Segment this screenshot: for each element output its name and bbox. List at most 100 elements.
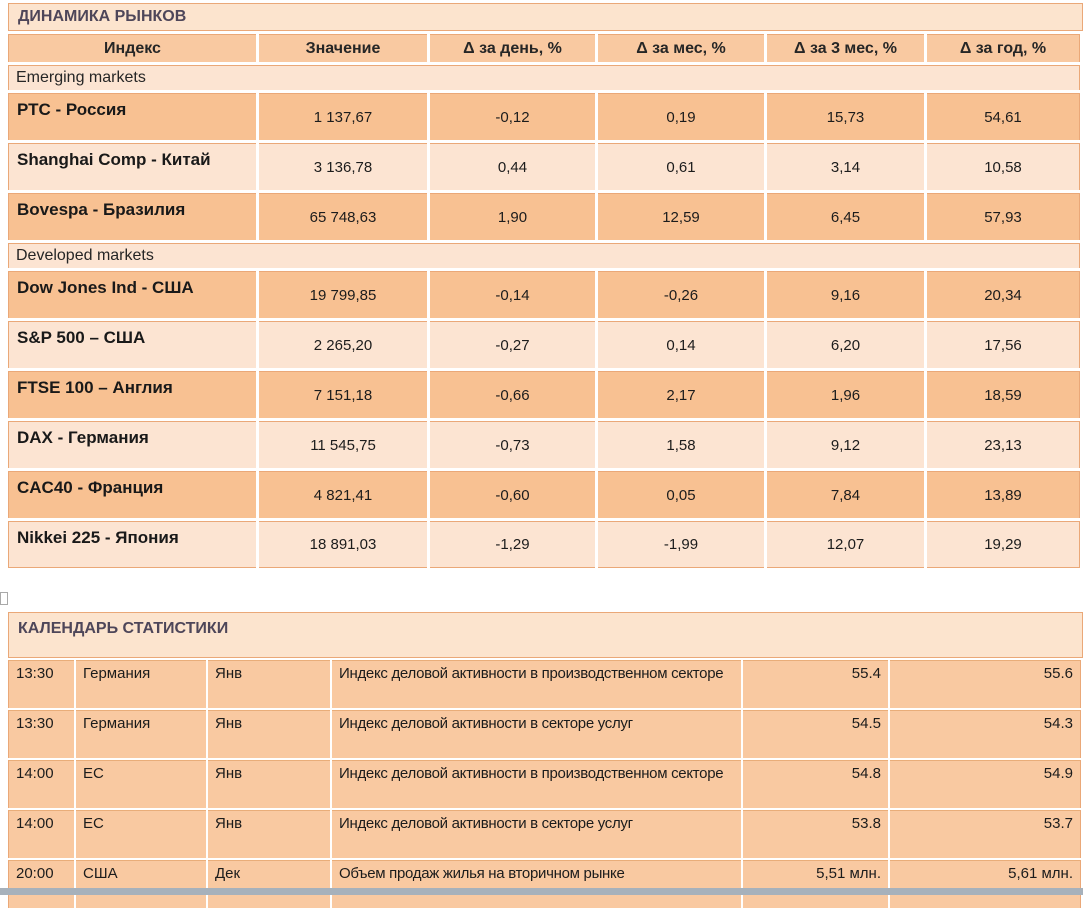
- index-d-year: 54,61: [927, 93, 1080, 140]
- index-d-day: -0,12: [430, 93, 595, 140]
- bottom-strip: [0, 888, 1083, 895]
- market-row: CAC40 - Франция 4 821,41 -0,60 0,05 7,84 13,8…: [8, 471, 1080, 518]
- market-group-row: Emerging markets: [8, 65, 1080, 90]
- calendar-row: 13:30 Германия Янв Индекс деловой активност…: [8, 710, 1081, 758]
- markets-table: Индекс Значение Δ за день, % Δ за мес, %…: [5, 31, 1083, 571]
- calendar-country: Германия: [76, 660, 206, 708]
- calendar-v1: 54.5: [743, 710, 888, 758]
- column-header-d-day: Δ за день, %: [430, 34, 595, 62]
- index-d-month: 0,19: [598, 93, 764, 140]
- calendar-v2: 54.3: [890, 710, 1081, 758]
- market-row: Bovespa - Бразилия 65 748,63 1,90 12,59 6,45…: [8, 193, 1080, 240]
- index-d-3month: 9,12: [767, 421, 924, 468]
- index-value: 65 748,63: [259, 193, 427, 240]
- index-d-year: 18,59: [927, 371, 1080, 418]
- market-row: Shanghai Comp - Китай 3 136,78 0,44 0,61 3,1…: [8, 143, 1080, 190]
- index-value: 3 136,78: [259, 143, 427, 190]
- index-d-day: -0,27: [430, 321, 595, 368]
- calendar-v2: 5,61 млн.: [890, 860, 1081, 908]
- index-name: Dow Jones Ind - США: [8, 271, 256, 318]
- calendar-row: 13:30 Германия Янв Индекс деловой активност…: [8, 660, 1081, 708]
- calendar-row: 14:00 ЕС Янв Индекс деловой активности в се…: [8, 810, 1081, 858]
- index-d-month: -1,99: [598, 521, 764, 568]
- index-d-3month: 3,14: [767, 143, 924, 190]
- index-value: 2 265,20: [259, 321, 427, 368]
- index-name: S&P 500 – США: [8, 321, 256, 368]
- index-name: CAC40 - Франция: [8, 471, 256, 518]
- index-name: Shanghai Comp - Китай: [8, 143, 256, 190]
- calendar-event: Индекс деловой активности в производстве…: [332, 660, 741, 708]
- calendar-row: 14:00 ЕС Янв Индекс деловой активности в пр…: [8, 760, 1081, 808]
- index-name: Nikkei 225 - Япония: [8, 521, 256, 568]
- calendar-table-body: 13:30 Германия Янв Индекс деловой активност…: [8, 660, 1081, 908]
- column-header-d-3month: Δ за 3 мес, %: [767, 34, 924, 62]
- market-row: FTSE 100 – Англия 7 151,18 -0,66 2,17 1,96 18…: [8, 371, 1080, 418]
- index-d-day: -0,14: [430, 271, 595, 318]
- calendar-period: Дек: [208, 860, 330, 908]
- index-d-month: 1,58: [598, 421, 764, 468]
- market-group-label: Developed markets: [8, 243, 1080, 268]
- index-d-month: 0,14: [598, 321, 764, 368]
- index-d-year: 57,93: [927, 193, 1080, 240]
- calendar-event: Индекс деловой активности в секторе услу…: [332, 810, 741, 858]
- column-header-d-month: Δ за мес, %: [598, 34, 764, 62]
- index-d-month: -0,26: [598, 271, 764, 318]
- index-d-3month: 15,73: [767, 93, 924, 140]
- calendar-time: 14:00: [8, 760, 74, 808]
- index-d-year: 13,89: [927, 471, 1080, 518]
- calendar-period: Янв: [208, 710, 330, 758]
- index-d-month: 0,61: [598, 143, 764, 190]
- index-value: 7 151,18: [259, 371, 427, 418]
- index-d-3month: 12,07: [767, 521, 924, 568]
- index-d-year: 23,13: [927, 421, 1080, 468]
- calendar-time: 13:30: [8, 660, 74, 708]
- markets-header-row: Индекс Значение Δ за день, % Δ за мес, %…: [8, 34, 1080, 62]
- calendar-country: США: [76, 860, 206, 908]
- calendar-time: 20:00: [8, 860, 74, 908]
- index-value: 19 799,85: [259, 271, 427, 318]
- calendar-section-title: КАЛЕНДАРЬ СТАТИСТИКИ: [8, 612, 1083, 658]
- index-d-year: 19,29: [927, 521, 1080, 568]
- index-d-3month: 7,84: [767, 471, 924, 518]
- index-d-day: -0,60: [430, 471, 595, 518]
- calendar-time: 13:30: [8, 710, 74, 758]
- calendar-v1: 54.8: [743, 760, 888, 808]
- calendar-country: ЕС: [76, 810, 206, 858]
- index-d-3month: 6,20: [767, 321, 924, 368]
- market-group-label: Emerging markets: [8, 65, 1080, 90]
- calendar-period: Янв: [208, 810, 330, 858]
- index-d-day: 1,90: [430, 193, 595, 240]
- index-name: DAX - Германия: [8, 421, 256, 468]
- index-d-day: 0,44: [430, 143, 595, 190]
- column-header-index: Индекс: [8, 34, 256, 62]
- market-row: Dow Jones Ind - США 19 799,85 -0,14 -0,26 9,…: [8, 271, 1080, 318]
- calendar-v2: 54.9: [890, 760, 1081, 808]
- index-d-year: 17,56: [927, 321, 1080, 368]
- index-value: 11 545,75: [259, 421, 427, 468]
- calendar-event: Индекс деловой активности в секторе услу…: [332, 710, 741, 758]
- index-name: Bovespa - Бразилия: [8, 193, 256, 240]
- market-row: Nikkei 225 - Япония 18 891,03 -1,29 -1,99 12…: [8, 521, 1080, 568]
- index-d-month: 2,17: [598, 371, 764, 418]
- calendar-time: 14:00: [8, 810, 74, 858]
- calendar-event: Индекс деловой активности в производстве…: [332, 760, 741, 808]
- calendar-period: Янв: [208, 660, 330, 708]
- index-value: 4 821,41: [259, 471, 427, 518]
- calendar-v2: 55.6: [890, 660, 1081, 708]
- calendar-country: Германия: [76, 710, 206, 758]
- index-d-day: -1,29: [430, 521, 595, 568]
- market-row: S&P 500 – США 2 265,20 -0,27 0,14 6,20 17,56: [8, 321, 1080, 368]
- index-d-day: -0,73: [430, 421, 595, 468]
- index-d-year: 10,58: [927, 143, 1080, 190]
- markets-section-title: ДИНАМИКА РЫНКОВ: [8, 3, 1083, 31]
- calendar-v1: 53.8: [743, 810, 888, 858]
- index-name: РТС - Россия: [8, 93, 256, 140]
- calendar-country: ЕС: [76, 760, 206, 808]
- index-d-month: 0,05: [598, 471, 764, 518]
- index-name: FTSE 100 – Англия: [8, 371, 256, 418]
- calendar-v1: 5,51 млн.: [743, 860, 888, 908]
- placeholder-mark-icon: [0, 592, 8, 605]
- calendar-period: Янв: [208, 760, 330, 808]
- markets-table-body: Emerging markets РТС - Россия 1 137,67 -0,1…: [8, 65, 1080, 568]
- column-header-value: Значение: [259, 34, 427, 62]
